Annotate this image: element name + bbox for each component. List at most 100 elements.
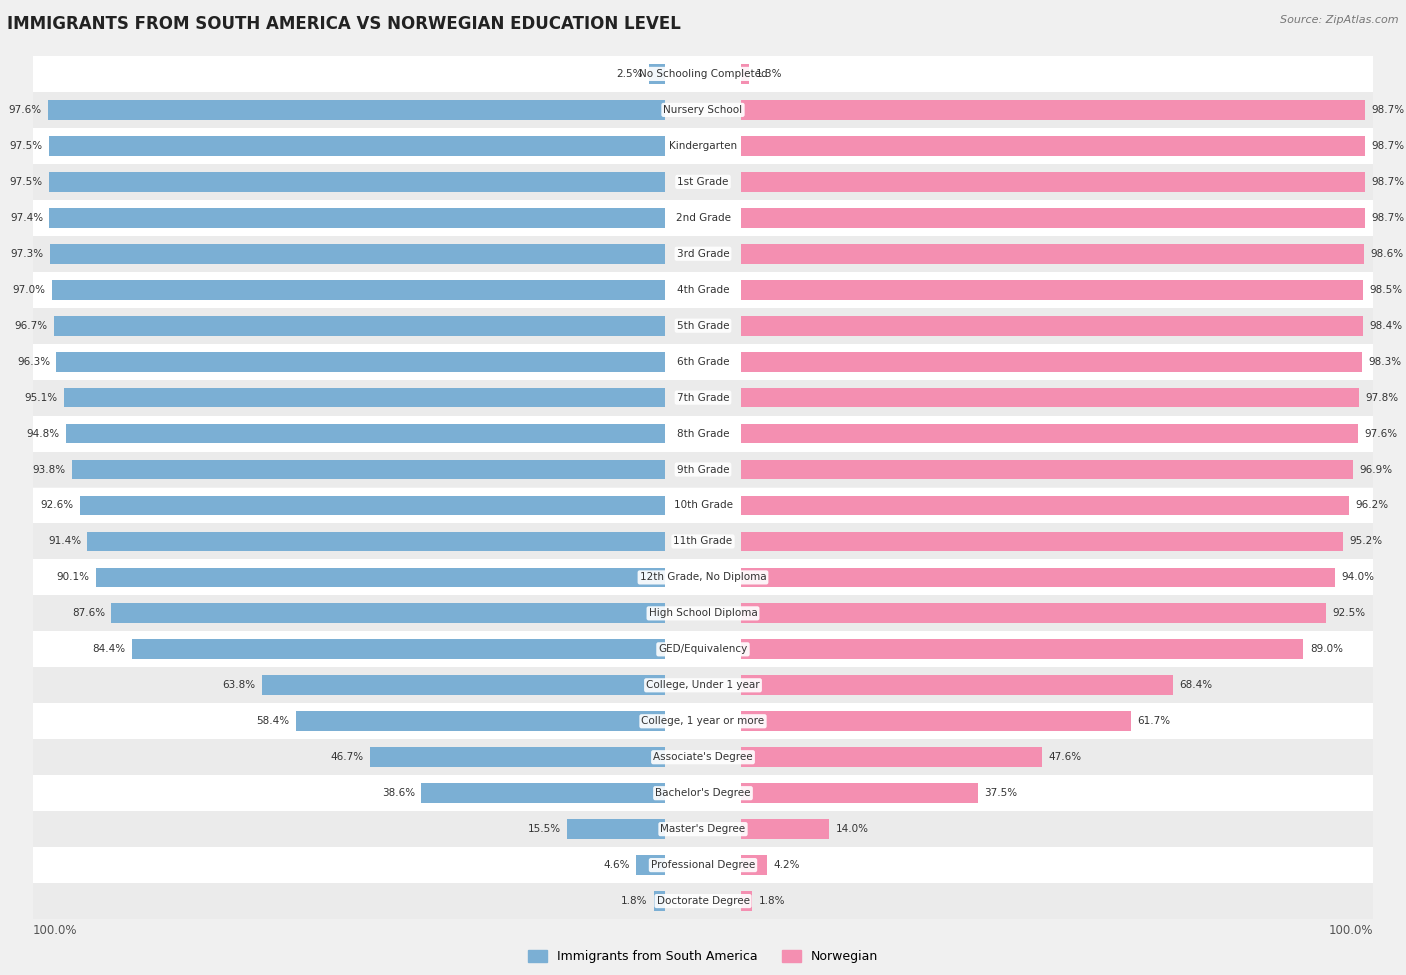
Bar <box>741 100 1365 120</box>
Text: 96.2%: 96.2% <box>1355 500 1388 511</box>
Bar <box>741 640 1303 659</box>
Bar <box>32 739 1374 775</box>
Bar <box>741 280 1364 299</box>
Bar <box>32 847 1374 883</box>
Text: 98.6%: 98.6% <box>1371 249 1403 258</box>
Bar <box>262 676 665 695</box>
Bar <box>49 208 665 228</box>
Bar <box>32 200 1374 236</box>
Bar <box>741 891 752 911</box>
Text: 3rd Grade: 3rd Grade <box>676 249 730 258</box>
Text: 2.5%: 2.5% <box>616 69 643 79</box>
Bar <box>654 891 665 911</box>
Legend: Immigrants from South America, Norwegian: Immigrants from South America, Norwegian <box>523 945 883 968</box>
Text: 98.7%: 98.7% <box>1371 213 1405 222</box>
Bar <box>48 100 665 120</box>
Text: 1.3%: 1.3% <box>755 69 782 79</box>
Text: 97.6%: 97.6% <box>1364 429 1398 439</box>
Bar <box>741 855 768 875</box>
Bar <box>741 676 1173 695</box>
Text: 38.6%: 38.6% <box>381 788 415 799</box>
Bar <box>741 172 1365 192</box>
Text: Bachelor's Degree: Bachelor's Degree <box>655 788 751 799</box>
Bar <box>741 604 1326 623</box>
Text: 100.0%: 100.0% <box>1329 924 1374 937</box>
Bar <box>741 424 1358 444</box>
Text: Professional Degree: Professional Degree <box>651 860 755 870</box>
Bar <box>32 379 1374 415</box>
Text: 11th Grade: 11th Grade <box>673 536 733 546</box>
Text: 98.4%: 98.4% <box>1369 321 1402 331</box>
Text: 95.2%: 95.2% <box>1348 536 1382 546</box>
Text: 98.5%: 98.5% <box>1369 285 1403 294</box>
Bar <box>32 883 1374 919</box>
Bar <box>370 747 665 767</box>
Text: 94.0%: 94.0% <box>1341 572 1375 582</box>
Bar <box>741 819 830 839</box>
Bar <box>741 712 1130 731</box>
Text: 98.3%: 98.3% <box>1368 357 1402 367</box>
Text: GED/Equivalency: GED/Equivalency <box>658 644 748 654</box>
Bar <box>32 415 1374 451</box>
Text: 98.7%: 98.7% <box>1371 176 1405 187</box>
Bar <box>32 560 1374 596</box>
Text: 63.8%: 63.8% <box>222 681 256 690</box>
Bar <box>32 164 1374 200</box>
Bar <box>49 172 665 192</box>
Text: No Schooling Completed: No Schooling Completed <box>638 69 768 79</box>
Bar <box>741 783 979 803</box>
Bar <box>32 703 1374 739</box>
Bar <box>111 604 665 623</box>
Text: 7th Grade: 7th Grade <box>676 393 730 403</box>
Text: 97.3%: 97.3% <box>11 249 44 258</box>
Bar <box>741 208 1365 228</box>
Text: 12th Grade, No Diploma: 12th Grade, No Diploma <box>640 572 766 582</box>
Text: 58.4%: 58.4% <box>256 717 290 726</box>
Bar <box>741 244 1364 263</box>
Bar <box>741 352 1362 371</box>
Text: 98.7%: 98.7% <box>1371 105 1405 115</box>
Text: Kindergarten: Kindergarten <box>669 140 737 151</box>
Text: College, Under 1 year: College, Under 1 year <box>647 681 759 690</box>
Bar <box>650 64 665 84</box>
Bar <box>80 495 665 516</box>
Text: 96.3%: 96.3% <box>17 357 51 367</box>
Bar <box>52 280 665 299</box>
Text: 4.2%: 4.2% <box>773 860 800 870</box>
Bar <box>32 128 1374 164</box>
Text: 91.4%: 91.4% <box>48 536 82 546</box>
Text: 89.0%: 89.0% <box>1310 644 1343 654</box>
Bar <box>32 343 1374 379</box>
Text: 1st Grade: 1st Grade <box>678 176 728 187</box>
Text: 8th Grade: 8th Grade <box>676 429 730 439</box>
Text: 68.4%: 68.4% <box>1180 681 1213 690</box>
Text: 100.0%: 100.0% <box>32 924 77 937</box>
Text: 37.5%: 37.5% <box>984 788 1018 799</box>
Text: 92.5%: 92.5% <box>1331 608 1365 618</box>
Text: 90.1%: 90.1% <box>56 572 89 582</box>
Bar <box>49 136 665 156</box>
Text: Source: ZipAtlas.com: Source: ZipAtlas.com <box>1281 15 1399 24</box>
Bar <box>96 567 665 587</box>
Bar <box>741 567 1336 587</box>
Text: College, 1 year or more: College, 1 year or more <box>641 717 765 726</box>
Text: 4th Grade: 4th Grade <box>676 285 730 294</box>
Text: 97.8%: 97.8% <box>1365 393 1399 403</box>
Bar <box>32 811 1374 847</box>
Text: Master's Degree: Master's Degree <box>661 824 745 835</box>
Text: 97.5%: 97.5% <box>10 176 42 187</box>
Text: 94.8%: 94.8% <box>27 429 59 439</box>
Bar <box>32 632 1374 667</box>
Text: 87.6%: 87.6% <box>72 608 105 618</box>
Text: 5th Grade: 5th Grade <box>676 321 730 331</box>
Text: 46.7%: 46.7% <box>330 753 364 762</box>
Text: 97.5%: 97.5% <box>10 140 42 151</box>
Bar <box>72 459 665 480</box>
Text: 93.8%: 93.8% <box>32 464 66 475</box>
Bar <box>32 308 1374 343</box>
Bar <box>741 495 1348 516</box>
Text: 97.0%: 97.0% <box>13 285 45 294</box>
Text: Associate's Degree: Associate's Degree <box>654 753 752 762</box>
Text: 4.6%: 4.6% <box>603 860 630 870</box>
Bar <box>65 388 665 408</box>
